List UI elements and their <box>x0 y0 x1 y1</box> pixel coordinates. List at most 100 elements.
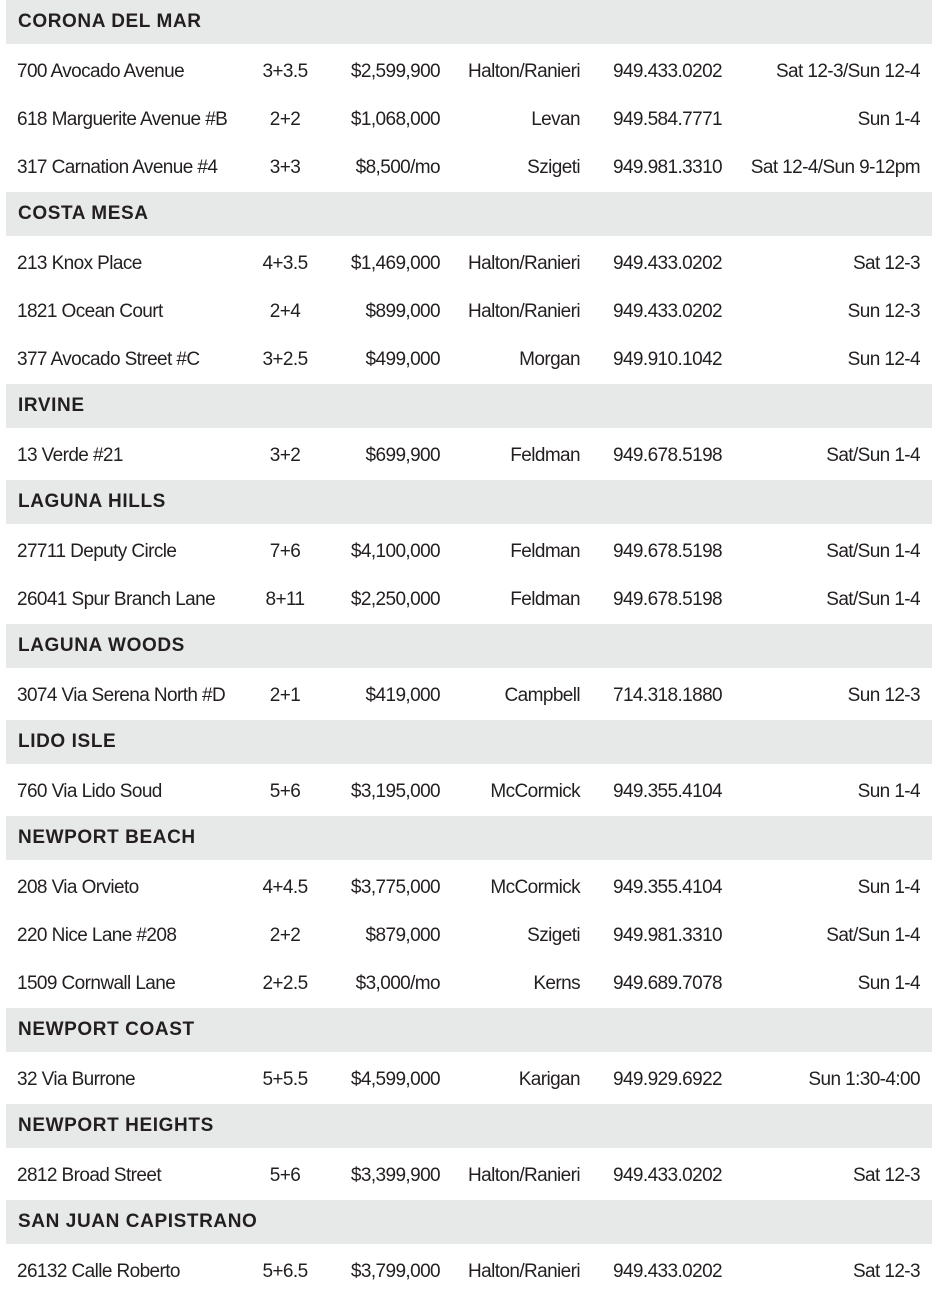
price-cell: $3,775,000 <box>350 877 441 898</box>
listing-row: 213 Knox Place 4+3.5 $1,469,000 Halton/Rani… <box>0 240 942 288</box>
address-cell: 317 Carnation Avenue #4 <box>17 157 218 178</box>
price-cell: $2,599,900 <box>350 61 441 82</box>
listing-row: 13 Verde #21 3+2 $699,900 Feldman 949.678.51… <box>0 432 942 480</box>
open-house-hours-cell: Sat 12-3 <box>852 1165 921 1186</box>
price-cell: $3,195,000 <box>350 781 441 802</box>
agent-cell: Halton/Ranieri <box>468 253 581 274</box>
phone-cell: 949.678.5198 <box>613 541 723 562</box>
phone-cell: 949.981.3310 <box>613 157 723 178</box>
address-cell: 760 Via Lido Soud <box>17 781 162 802</box>
phone-cell: 949.910.1042 <box>613 349 723 370</box>
address-cell: 2812 Broad Street <box>17 1165 162 1186</box>
phone-cell: 949.689.7078 <box>613 973 723 994</box>
beds-baths-cell: 3+2 <box>269 445 301 466</box>
price-cell: $419,000 <box>365 685 441 706</box>
open-house-hours-cell: Sun 12-3 <box>847 685 921 706</box>
listing-row: 317 Carnation Avenue #4 3+3 $8,500/mo Szige… <box>0 144 942 192</box>
phone-cell: 949.433.0202 <box>613 1261 723 1282</box>
listing-row: 27711 Deputy Circle 7+6 $4,100,000 Feldman 9… <box>0 528 942 576</box>
price-cell: $4,599,000 <box>350 1069 441 1090</box>
agent-cell: Halton/Ranieri <box>468 61 581 82</box>
beds-baths-cell: 5+6 <box>269 781 301 802</box>
address-cell: 377 Avocado Street #C <box>17 349 200 370</box>
beds-baths-cell: 5+6 <box>269 1165 301 1186</box>
address-cell: 1509 Cornwall Lane <box>17 973 176 994</box>
open-house-hours-cell: Sun 12-4 <box>847 349 921 370</box>
beds-baths-cell: 4+4.5 <box>262 877 308 898</box>
listing-row: 32 Via Burrone 5+5.5 $4,599,000 Karigan 949.… <box>0 1056 942 1104</box>
city-header: Lido Isle <box>6 720 932 764</box>
city-header: Newport Beach <box>6 816 932 860</box>
city-header: Newport Coast <box>6 1008 932 1052</box>
phone-cell: 949.929.6922 <box>613 1069 723 1090</box>
address-cell: 213 Knox Place <box>17 253 142 274</box>
agent-cell: Halton/Ranieri <box>468 301 581 322</box>
price-cell: $3,399,900 <box>350 1165 441 1186</box>
address-cell: 208 Via Orvieto <box>17 877 139 898</box>
open-house-hours-cell: Sat 12-3/Sun 12-4 <box>775 61 921 82</box>
phone-cell: 949.584.7771 <box>613 109 723 130</box>
price-cell: $3,799,000 <box>350 1261 441 1282</box>
open-house-hours-cell: Sat/Sun 1-4 <box>826 541 920 562</box>
listing-row: 208 Via Orvieto 4+4.5 $3,775,000 McCormick 9… <box>0 864 942 912</box>
agent-cell: Campbell <box>504 685 581 706</box>
open-house-hours-cell: Sun 1-4 <box>857 973 921 994</box>
open-house-hours-cell: Sun 1-4 <box>857 877 921 898</box>
price-cell: $499,000 <box>365 349 441 370</box>
price-cell: $3,000/mo <box>355 973 441 994</box>
listing-row: 26132 Calle Roberto 5+6.5 $3,799,000 Halton… <box>0 1248 942 1296</box>
beds-baths-cell: 2+2 <box>269 109 301 130</box>
price-cell: $1,068,000 <box>350 109 441 130</box>
open-house-hours-cell: Sat/Sun 1-4 <box>826 445 920 466</box>
phone-cell: 949.678.5198 <box>613 589 723 610</box>
listing-row: 3074 Via Serena North #D 2+1 $419,000 Campb… <box>0 672 942 720</box>
phone-cell: 949.433.0202 <box>613 1165 723 1186</box>
listing-row: 2812 Broad Street 5+6 $3,399,900 Halton/Ran… <box>0 1152 942 1200</box>
phone-cell: 949.678.5198 <box>613 445 723 466</box>
agent-cell: McCormick <box>490 877 580 898</box>
open-house-hours-cell: Sun 12-3 <box>847 301 921 322</box>
listing-row: 760 Via Lido Soud 5+6 $3,195,000 McCormick 9… <box>0 768 942 816</box>
agent-cell: Halton/Ranieri <box>468 1165 581 1186</box>
beds-baths-cell: 2+2 <box>269 925 301 946</box>
open-house-hours-cell: Sat 12-3 <box>852 253 921 274</box>
price-cell: $2,250,000 <box>350 589 441 610</box>
price-cell: $699,900 <box>365 445 441 466</box>
address-cell: 220 Nice Lane #208 <box>17 925 177 946</box>
beds-baths-cell: 3+2.5 <box>262 349 308 370</box>
price-cell: $8,500/mo <box>355 157 441 178</box>
price-cell: $879,000 <box>365 925 441 946</box>
address-cell: 13 Verde #21 <box>17 445 123 466</box>
address-cell: 32 Via Burrone <box>17 1069 136 1090</box>
agent-cell: Morgan <box>519 349 580 370</box>
phone-cell: 949.433.0202 <box>613 253 723 274</box>
phone-cell: 949.981.3310 <box>613 925 723 946</box>
beds-baths-cell: 2+4 <box>269 301 301 322</box>
phone-cell: 949.355.4104 <box>613 877 723 898</box>
agent-cell: Feldman <box>510 589 580 610</box>
city-header: Laguna Woods <box>6 624 932 668</box>
agent-cell: Halton/Ranieri <box>468 1261 581 1282</box>
open-house-hours-cell: Sun 1-4 <box>857 109 921 130</box>
open-house-hours-cell: Sat 12-4/Sun 9-12pm <box>750 157 921 178</box>
price-cell: $899,000 <box>365 301 441 322</box>
city-header: San Juan Capistrano <box>6 1200 932 1244</box>
city-header: Irvine <box>6 384 932 428</box>
phone-cell: 949.433.0202 <box>613 301 723 322</box>
listing-row: 26041 Spur Branch Lane 8+11 $2,250,000 Feld… <box>0 576 942 624</box>
open-house-hours-cell: Sat/Sun 1-4 <box>826 589 920 610</box>
beds-baths-cell: 2+1 <box>269 685 301 706</box>
address-cell: 700 Avocado Avenue <box>17 61 185 82</box>
listing-row: 1821 Ocean Court 2+4 $899,000 Halton/Ranier… <box>0 288 942 336</box>
listing-row: 618 Marguerite Avenue #B 2+2 $1,068,000 Lev… <box>0 96 942 144</box>
beds-baths-cell: 3+3.5 <box>262 61 308 82</box>
agent-cell: Levan <box>531 109 580 130</box>
address-cell: 26041 Spur Branch Lane <box>17 589 216 610</box>
agent-cell: Feldman <box>510 541 580 562</box>
agent-cell: Kerns <box>533 973 580 994</box>
address-cell: 26132 Calle Roberto <box>17 1261 180 1282</box>
agent-cell: Szigeti <box>527 925 580 946</box>
beds-baths-cell: 7+6 <box>269 541 301 562</box>
listing-row: 220 Nice Lane #208 2+2 $879,000 Szigeti 949.… <box>0 912 942 960</box>
agent-cell: Karigan <box>518 1069 581 1090</box>
